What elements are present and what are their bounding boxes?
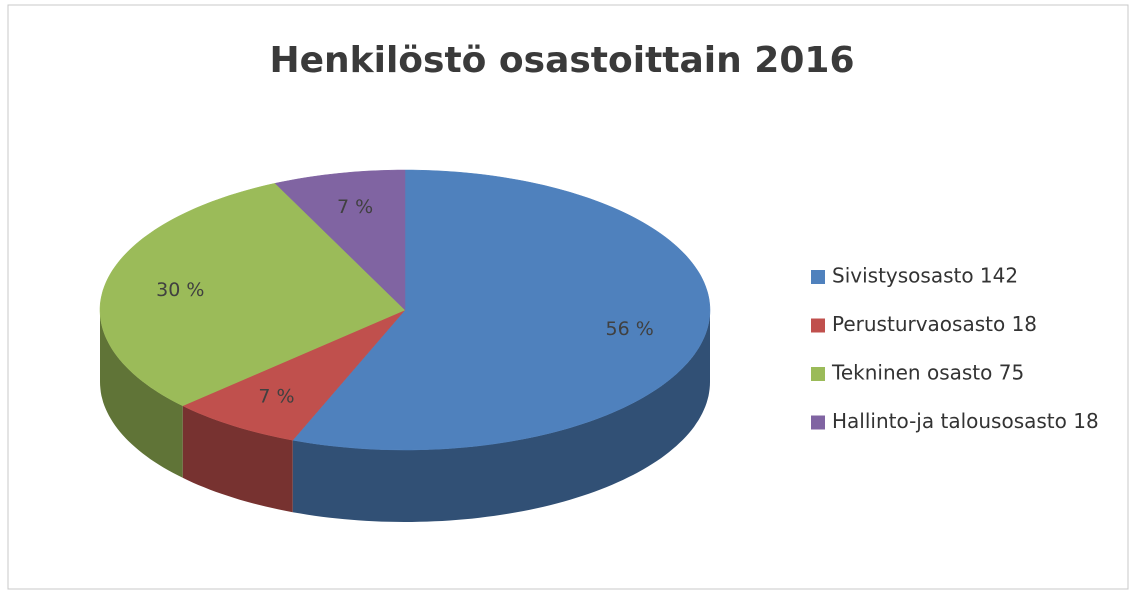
data-label: 7 % — [337, 196, 373, 218]
slice — [182, 309, 406, 441]
legend-swatch — [811, 270, 825, 284]
legend-label: Perusturvaosasto 18 — [832, 312, 1037, 336]
legend-label: Tekninen osasto 75 — [831, 361, 1024, 385]
legend-label: Hallinto-ja talousosasto 18 — [832, 409, 1099, 433]
legend-swatch — [811, 367, 825, 381]
data-label: 56 % — [606, 318, 654, 340]
slice — [274, 169, 406, 311]
legend-label: Sivistysosasto 142 — [832, 264, 1018, 288]
data-label: 30 % — [156, 279, 204, 301]
legend-swatch — [811, 318, 825, 333]
data-label: 7 % — [258, 385, 294, 407]
slice-side — [182, 405, 293, 513]
slice — [292, 169, 711, 451]
slice-side — [292, 310, 710, 522]
legend-swatch — [811, 415, 825, 430]
slice — [99, 183, 406, 407]
slice-side — [100, 310, 183, 478]
chart-title: Henkilöstö osastoittain 2016 — [270, 40, 855, 81]
